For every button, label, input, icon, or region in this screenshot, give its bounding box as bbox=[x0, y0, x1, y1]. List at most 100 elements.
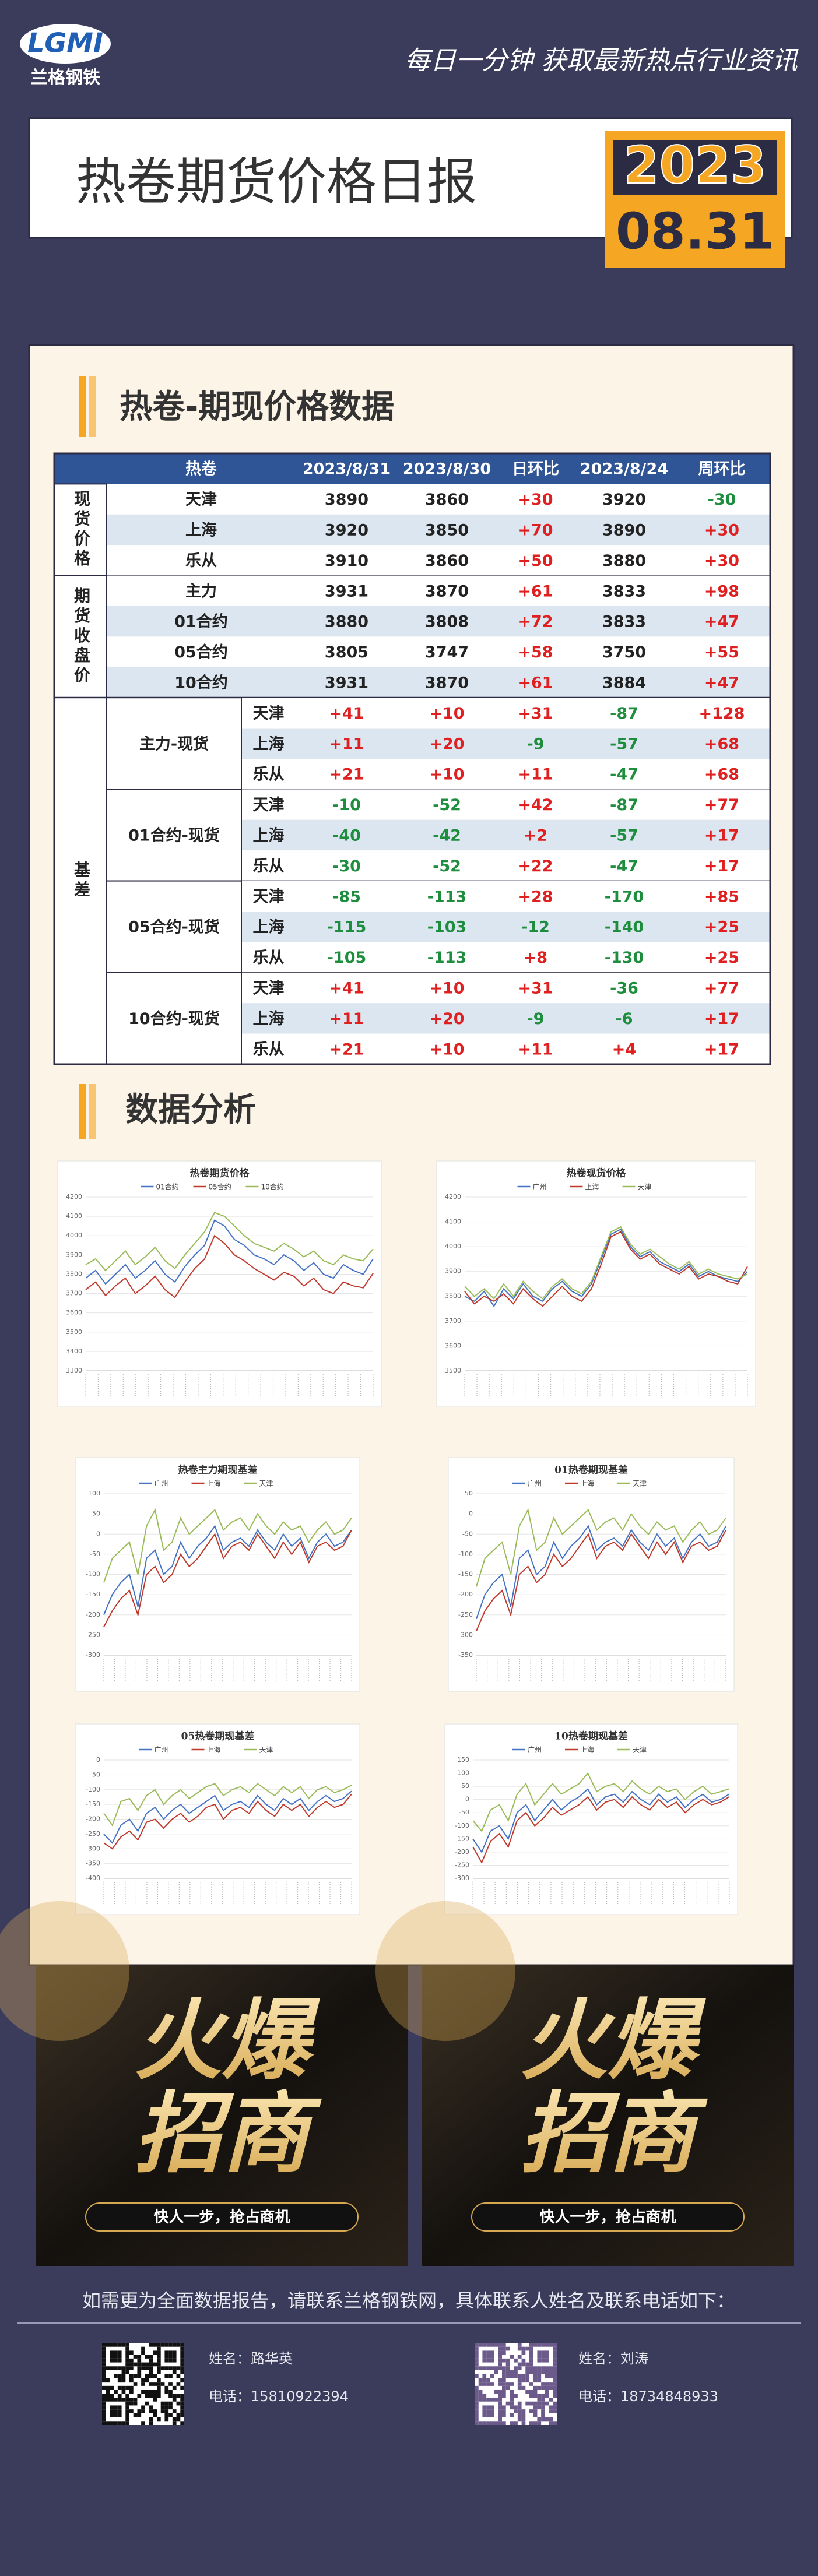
qr-cell bbox=[545, 2350, 549, 2355]
qr-cell bbox=[117, 2343, 122, 2347]
section-title: 热卷-期现价格数据 bbox=[120, 388, 394, 426]
line-series bbox=[103, 1783, 352, 1827]
qr-cell bbox=[133, 2362, 138, 2367]
qr-cell bbox=[129, 2358, 134, 2363]
qr-cell bbox=[517, 2362, 522, 2367]
legend-label: 天津 bbox=[633, 1480, 647, 1488]
qr-cell bbox=[110, 2366, 114, 2370]
y-tick-label: 3900 bbox=[66, 1251, 82, 1258]
qr-cell bbox=[498, 2358, 502, 2363]
qr-cell bbox=[172, 2350, 177, 2355]
qr-cell bbox=[110, 2343, 114, 2347]
subgroup-cell bbox=[106, 972, 242, 1065]
qr-cell bbox=[121, 2370, 126, 2374]
cell-value: +31 bbox=[518, 980, 553, 998]
qr-cell bbox=[486, 2382, 490, 2386]
cell-value: 3870 bbox=[425, 582, 469, 600]
y-tick-label: 0 bbox=[96, 1530, 100, 1537]
table-row bbox=[107, 575, 770, 606]
qr-cell bbox=[490, 2366, 494, 2370]
cell-value: +31 bbox=[518, 705, 553, 723]
qr-cell bbox=[553, 2358, 557, 2363]
qr-cell bbox=[498, 2390, 502, 2394]
qr-cell bbox=[153, 2343, 157, 2347]
cell-value: +72 bbox=[518, 613, 553, 631]
qr-cell bbox=[141, 2346, 145, 2351]
qr-cell bbox=[514, 2366, 518, 2370]
row-name: 乐从 bbox=[253, 1040, 285, 1058]
table-row bbox=[241, 972, 770, 1004]
table-row bbox=[241, 759, 770, 790]
qr-cell bbox=[168, 2366, 173, 2370]
qr-cell bbox=[498, 2401, 502, 2406]
y-tick-label: -250 bbox=[455, 1861, 469, 1868]
promo-line1: 火爆 bbox=[134, 1990, 320, 2092]
qr-cell bbox=[180, 2355, 184, 2359]
qr-cell bbox=[549, 2382, 553, 2386]
qr-cell bbox=[129, 2362, 134, 2367]
promo-line2: 招商 bbox=[520, 2084, 708, 2185]
cell-value: 3833 bbox=[602, 582, 646, 600]
group-cell bbox=[54, 575, 107, 699]
qr-cell bbox=[145, 2390, 149, 2394]
qr-cell bbox=[494, 2370, 498, 2374]
qr-cell bbox=[117, 2413, 122, 2417]
qr-cell bbox=[498, 2417, 502, 2422]
y-tick-label: -100 bbox=[86, 1786, 100, 1793]
chart-title: 01热卷期现基差 bbox=[554, 1464, 628, 1476]
qr-cell bbox=[537, 2343, 542, 2347]
qr-cell bbox=[510, 2394, 514, 2398]
cell-value: -115 bbox=[327, 919, 367, 937]
cell-value: +8 bbox=[524, 949, 547, 967]
qr-cell bbox=[137, 2355, 142, 2359]
cell-value: 3880 bbox=[602, 552, 646, 570]
cell-value: +21 bbox=[329, 1040, 364, 1058]
qr-cell bbox=[537, 2355, 542, 2359]
qr-cell bbox=[141, 2390, 145, 2394]
y-tick-label: -300 bbox=[86, 1651, 100, 1659]
qr-cell bbox=[545, 2394, 549, 2398]
qr-cell bbox=[141, 2350, 145, 2355]
qr-cell bbox=[475, 2346, 479, 2351]
qr-cell bbox=[553, 2362, 557, 2367]
qr-cell bbox=[149, 2421, 153, 2425]
qr-cell bbox=[117, 2385, 122, 2390]
y-tick-label: 3800 bbox=[445, 1292, 461, 1300]
qr-cell bbox=[176, 2366, 181, 2370]
cell-value: 3750 bbox=[602, 643, 646, 661]
qr-cell bbox=[145, 2355, 149, 2359]
qr-cell bbox=[529, 2390, 533, 2394]
y-tick-label: -250 bbox=[86, 1830, 100, 1838]
qr-cell bbox=[498, 2405, 502, 2410]
qr-cell bbox=[114, 2413, 118, 2417]
qr-cell bbox=[482, 2413, 487, 2417]
qr-cell bbox=[117, 2358, 122, 2363]
qr-cell bbox=[129, 2390, 134, 2394]
cell-value: -103 bbox=[427, 919, 467, 937]
qr-cell bbox=[514, 2358, 518, 2363]
qr-cell bbox=[475, 2413, 479, 2417]
qr-cell bbox=[529, 2346, 533, 2351]
qr-cell bbox=[168, 2355, 173, 2359]
qr-cell bbox=[160, 2382, 165, 2386]
qr-cell bbox=[160, 2366, 165, 2370]
qr-cell bbox=[149, 2405, 153, 2410]
legend-label: 广州 bbox=[155, 1746, 168, 1754]
cell-value: +10 bbox=[429, 980, 464, 998]
qr-cell bbox=[164, 2366, 169, 2370]
qr-cell bbox=[133, 2401, 138, 2406]
cell-value: 3920 bbox=[602, 491, 646, 509]
qr-cell bbox=[125, 2401, 129, 2406]
qr-cell bbox=[180, 2370, 184, 2374]
qr-cell bbox=[482, 2366, 487, 2370]
line-series bbox=[103, 1793, 352, 1850]
qr-cell bbox=[482, 2355, 487, 2359]
qr-cell bbox=[125, 2362, 129, 2367]
qr-cell bbox=[141, 2382, 145, 2386]
qr-cell bbox=[102, 2350, 106, 2355]
y-tick-label: -50 bbox=[459, 1808, 469, 1816]
qr-cell bbox=[180, 2401, 184, 2406]
qr-cell bbox=[102, 2366, 106, 2370]
qr-cell bbox=[164, 2405, 169, 2410]
